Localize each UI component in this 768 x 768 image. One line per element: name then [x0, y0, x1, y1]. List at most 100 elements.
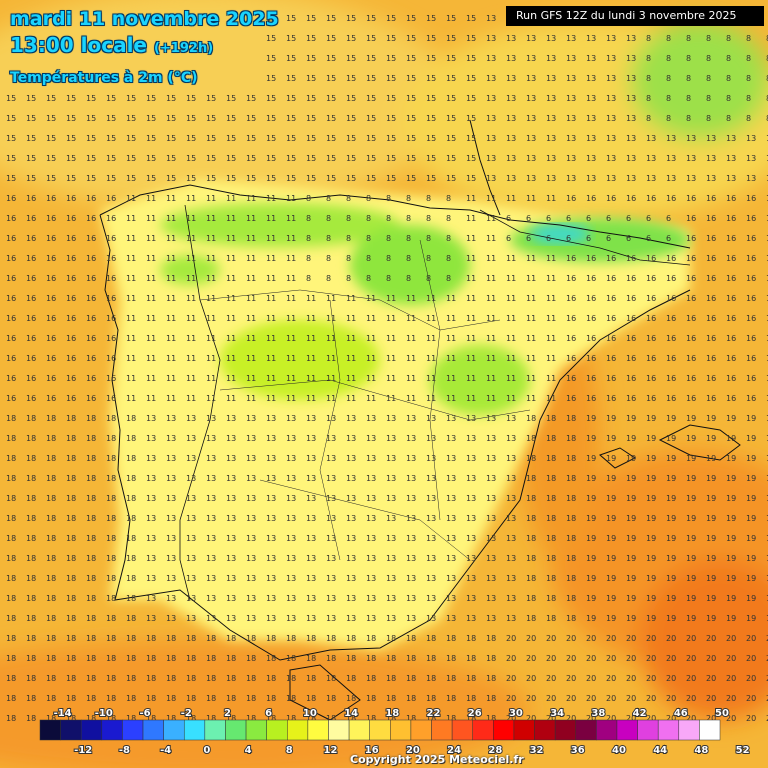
svg-text:13: 13: [746, 154, 756, 163]
svg-text:16: 16: [646, 354, 656, 363]
svg-text:8: 8: [686, 114, 691, 123]
svg-text:16: 16: [746, 334, 756, 343]
svg-text:16: 16: [46, 274, 56, 283]
svg-text:15: 15: [406, 94, 416, 103]
svg-text:19: 19: [646, 514, 656, 523]
svg-text:13: 13: [746, 134, 756, 143]
svg-text:13: 13: [566, 54, 576, 63]
svg-text:19: 19: [766, 614, 768, 623]
svg-text:15: 15: [66, 134, 76, 143]
svg-text:11: 11: [506, 294, 516, 303]
svg-text:13: 13: [426, 514, 436, 523]
svg-text:8: 8: [746, 94, 751, 103]
svg-text:18: 18: [526, 434, 536, 443]
svg-text:13: 13: [186, 454, 196, 463]
svg-text:13: 13: [226, 514, 236, 523]
svg-text:13: 13: [566, 74, 576, 83]
svg-text:15: 15: [266, 94, 276, 103]
svg-text:11: 11: [386, 394, 396, 403]
svg-text:16: 16: [46, 234, 56, 243]
svg-text:15: 15: [366, 94, 376, 103]
svg-text:18: 18: [66, 674, 76, 683]
svg-text:18: 18: [546, 474, 556, 483]
svg-text:13: 13: [206, 574, 216, 583]
svg-text:19: 19: [706, 434, 716, 443]
svg-text:18: 18: [246, 654, 256, 663]
svg-text:16: 16: [766, 394, 768, 403]
svg-text:15: 15: [126, 174, 136, 183]
svg-text:13: 13: [186, 494, 196, 503]
svg-text:16: 16: [726, 274, 736, 283]
svg-text:13: 13: [146, 434, 156, 443]
svg-text:11: 11: [166, 394, 176, 403]
svg-text:8: 8: [346, 234, 351, 243]
svg-text:16: 16: [726, 194, 736, 203]
svg-text:13: 13: [626, 94, 636, 103]
svg-text:13: 13: [326, 414, 336, 423]
svg-text:16: 16: [606, 274, 616, 283]
scale-swatch: [142, 719, 164, 741]
svg-text:18: 18: [566, 434, 576, 443]
svg-text:18: 18: [286, 654, 296, 663]
svg-text:20: 20: [606, 714, 616, 723]
svg-text:13: 13: [146, 594, 156, 603]
svg-text:15: 15: [366, 154, 376, 163]
svg-text:20: 20: [766, 714, 768, 723]
scale-tick-bottom: 32: [530, 745, 544, 756]
svg-text:8: 8: [326, 194, 331, 203]
svg-text:13: 13: [366, 474, 376, 483]
svg-text:8: 8: [386, 214, 391, 223]
svg-text:13: 13: [266, 434, 276, 443]
svg-text:11: 11: [266, 314, 276, 323]
svg-text:6: 6: [546, 214, 551, 223]
svg-text:18: 18: [566, 574, 576, 583]
svg-text:19: 19: [746, 494, 756, 503]
svg-text:13: 13: [486, 114, 496, 123]
svg-text:18: 18: [166, 634, 176, 643]
svg-text:15: 15: [266, 14, 276, 23]
svg-text:18: 18: [86, 474, 96, 483]
svg-text:16: 16: [626, 254, 636, 263]
svg-text:18: 18: [46, 514, 56, 523]
svg-text:18: 18: [46, 454, 56, 463]
svg-text:15: 15: [406, 114, 416, 123]
svg-text:13: 13: [626, 114, 636, 123]
svg-text:6: 6: [506, 234, 511, 243]
svg-text:19: 19: [726, 474, 736, 483]
svg-text:8: 8: [686, 54, 691, 63]
svg-text:13: 13: [166, 574, 176, 583]
svg-text:8: 8: [446, 234, 451, 243]
svg-text:8: 8: [326, 274, 331, 283]
svg-text:11: 11: [166, 374, 176, 383]
svg-text:11: 11: [266, 254, 276, 263]
scale-swatch: [348, 719, 370, 741]
svg-text:13: 13: [486, 494, 496, 503]
svg-text:18: 18: [266, 654, 276, 663]
svg-text:20: 20: [686, 634, 696, 643]
svg-text:18: 18: [566, 454, 576, 463]
scale-tick-bottom: 20: [406, 745, 420, 756]
scale-swatch: [101, 719, 123, 741]
svg-text:11: 11: [366, 294, 376, 303]
svg-text:19: 19: [686, 494, 696, 503]
scale-tick-bottom: 36: [571, 745, 585, 756]
svg-text:11: 11: [146, 294, 156, 303]
svg-text:18: 18: [546, 554, 556, 563]
svg-text:20: 20: [646, 674, 656, 683]
svg-text:15: 15: [66, 114, 76, 123]
forecast-time-text: 13:00 locale: [10, 33, 147, 57]
svg-text:11: 11: [306, 294, 316, 303]
svg-text:13: 13: [286, 494, 296, 503]
svg-text:13: 13: [266, 514, 276, 523]
svg-text:16: 16: [746, 214, 756, 223]
svg-text:16: 16: [66, 254, 76, 263]
svg-text:13: 13: [386, 494, 396, 503]
scale-tick-top: 50: [715, 708, 729, 719]
svg-text:15: 15: [286, 34, 296, 43]
svg-text:15: 15: [406, 134, 416, 143]
svg-text:11: 11: [246, 314, 256, 323]
svg-text:13: 13: [446, 534, 456, 543]
svg-text:13: 13: [526, 54, 536, 63]
svg-text:16: 16: [586, 194, 596, 203]
svg-text:13: 13: [286, 414, 296, 423]
